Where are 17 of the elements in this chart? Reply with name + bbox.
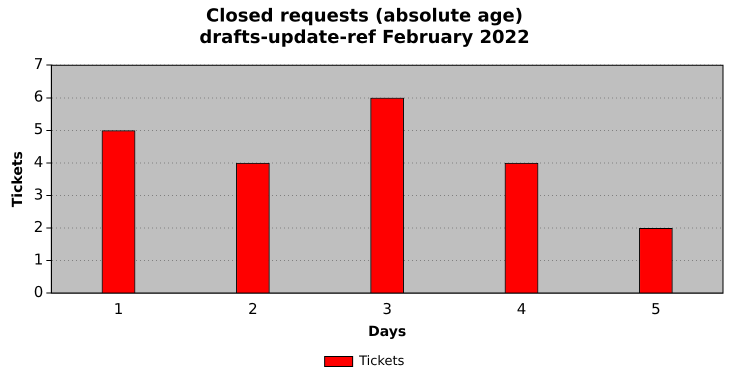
y-tick-label: 5: [34, 120, 44, 138]
y-tick-label: 1: [34, 250, 44, 269]
x-tick-label: 1: [114, 300, 124, 318]
x-tick-label: 3: [382, 300, 392, 318]
x-tick-label: 4: [516, 300, 526, 318]
y-tick-label: 0: [34, 283, 44, 302]
y-axis-title: Tickets: [10, 151, 26, 208]
y-tick-label: 2: [34, 218, 44, 236]
y-tick-label: 3: [34, 185, 44, 204]
chart-title: Closed requests (absolute age) drafts-update-ref February 2022: [199, 5, 530, 48]
legend-label: Tickets: [358, 354, 405, 369]
y-tick-label: 6: [34, 88, 44, 106]
y-tick-label: 7: [34, 55, 44, 74]
x-axis-title: Days: [368, 324, 406, 340]
y-tick-label: 4: [34, 152, 44, 171]
x-tick-label: 5: [651, 300, 661, 318]
x-tick-label: 2: [248, 300, 258, 318]
